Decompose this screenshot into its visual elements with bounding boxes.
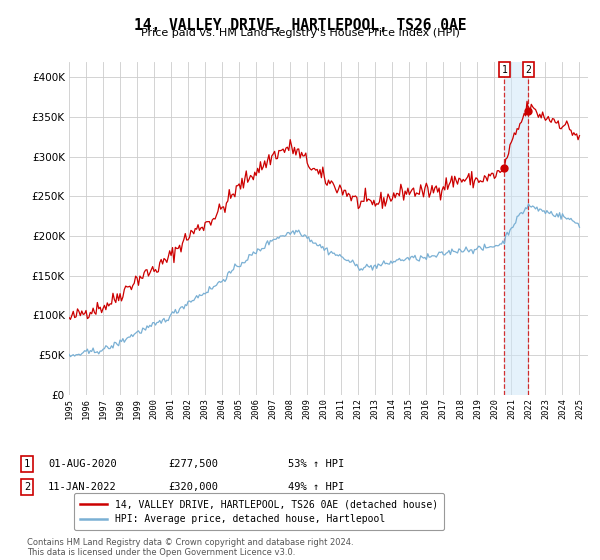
Text: 01-AUG-2020: 01-AUG-2020 bbox=[48, 459, 117, 469]
Text: 1: 1 bbox=[502, 64, 507, 74]
Text: £320,000: £320,000 bbox=[168, 482, 218, 492]
Text: Contains HM Land Registry data © Crown copyright and database right 2024.
This d: Contains HM Land Registry data © Crown c… bbox=[27, 538, 353, 557]
Text: 2: 2 bbox=[24, 482, 30, 492]
Text: 53% ↑ HPI: 53% ↑ HPI bbox=[288, 459, 344, 469]
Text: 14, VALLEY DRIVE, HARTLEPOOL, TS26 0AE: 14, VALLEY DRIVE, HARTLEPOOL, TS26 0AE bbox=[134, 18, 466, 33]
Text: 49% ↑ HPI: 49% ↑ HPI bbox=[288, 482, 344, 492]
Text: Price paid vs. HM Land Registry's House Price Index (HPI): Price paid vs. HM Land Registry's House … bbox=[140, 28, 460, 38]
Legend: 14, VALLEY DRIVE, HARTLEPOOL, TS26 0AE (detached house), HPI: Average price, det: 14, VALLEY DRIVE, HARTLEPOOL, TS26 0AE (… bbox=[74, 493, 443, 530]
Text: 1: 1 bbox=[24, 459, 30, 469]
Text: £277,500: £277,500 bbox=[168, 459, 218, 469]
Text: 2: 2 bbox=[526, 64, 532, 74]
Text: 11-JAN-2022: 11-JAN-2022 bbox=[48, 482, 117, 492]
Bar bbox=[505, 62, 529, 395]
